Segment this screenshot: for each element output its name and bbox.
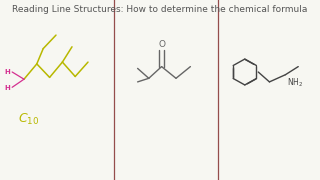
Text: O: O [158,40,165,49]
Text: H: H [5,69,11,75]
Text: Reading Line Structures: How to determine the chemical formula: Reading Line Structures: How to determin… [12,5,308,14]
Text: NH$_2$: NH$_2$ [287,76,303,89]
Text: $C_{10}$: $C_{10}$ [18,112,39,127]
Text: H: H [5,85,11,91]
